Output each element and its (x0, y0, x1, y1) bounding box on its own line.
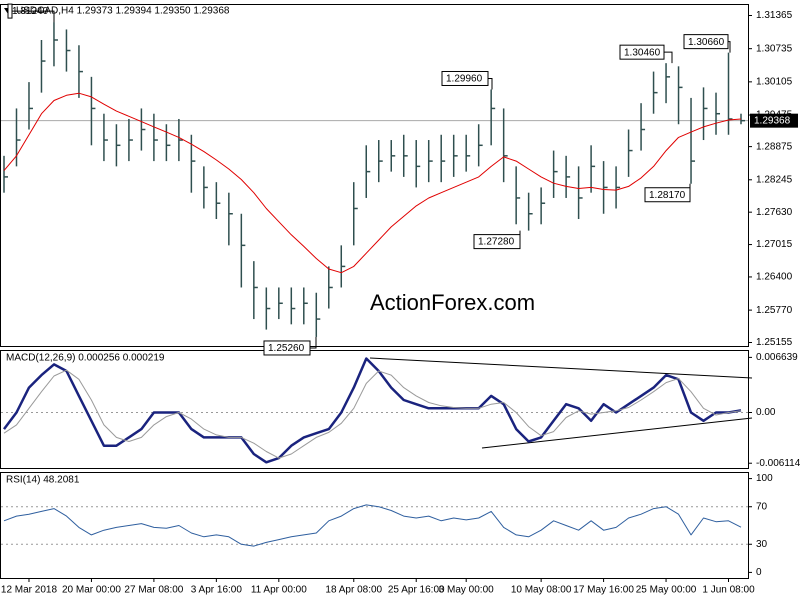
annotation-connector (310, 336, 317, 349)
y-tick-label: 1.28875 (756, 141, 793, 152)
y-tick-label: 1.30105 (756, 76, 793, 87)
x-tick-label: 12 Mar 2018 (1, 585, 58, 596)
y-tick-label: 100 (756, 473, 773, 484)
annotation-box (263, 340, 311, 356)
series-line (3, 357, 742, 464)
y-tick-label: 1.25770 (756, 305, 793, 316)
x-tick-label: 20 Mar 00:00 (62, 585, 121, 596)
annotation-label: 1.27280 (478, 237, 515, 248)
y-tick-label: 0.006639 (756, 352, 798, 363)
rsi-panel (0, 472, 749, 579)
macd-panel (0, 350, 749, 469)
y-tick-label: 1.30735 (756, 43, 793, 54)
annotation-label: 1.29960 (446, 74, 483, 85)
watermark: ActionForex.com (370, 290, 535, 315)
trend-line (369, 357, 753, 379)
y-tick-label: 1.31365 (756, 10, 793, 21)
x-tick-label: 10 May 08:00 (511, 585, 572, 596)
y-tick-label: 0 (756, 567, 762, 578)
x-tick-label: 11 Apr 00:00 (251, 585, 307, 596)
macd-title: MACD(12,26,9) 0.000256 0.000219 (6, 353, 165, 364)
last-price-label: 1.29368 (754, 115, 791, 126)
chart-title: USDCAD,H4 1.29373 1.29394 1.29350 1.2936… (16, 6, 230, 17)
annotation-box (7, 3, 13, 19)
x-tick-label: 17 May 16:00 (573, 585, 634, 596)
annotation-label: 1.28170 (649, 190, 686, 201)
x-tick-label: 18 Apr 08:00 (325, 585, 382, 596)
y-tick-label: 0.00 (756, 407, 776, 418)
annotation-box (441, 70, 489, 86)
x-tick-label: 3 Apr 16:00 (191, 585, 243, 596)
y-tick-label: 1.27015 (756, 239, 793, 250)
annotation-label: 1.30660 (688, 37, 725, 48)
annotation-box (644, 187, 691, 203)
annotation-label: 1.31240 (12, 6, 49, 17)
annotation-box (473, 234, 521, 250)
y-tick-label: 1.26400 (756, 272, 793, 283)
annotation-box (619, 44, 665, 60)
y-tick-label: 1.27630 (756, 207, 793, 218)
y-tick-label: 30 (756, 539, 768, 550)
annotation-label: 1.30460 (624, 47, 661, 58)
y-tick-label: 70 (756, 501, 768, 512)
x-tick-label: 25 May 00:00 (636, 585, 697, 596)
annotation-connector (12, 10, 55, 23)
annotation-connector (728, 41, 731, 53)
rsi-title: RSI(14) 48.2081 (6, 475, 80, 486)
x-tick-label: 27 Mar 08:00 (124, 585, 183, 596)
last-price-box (750, 113, 798, 128)
y-tick-label: 1.28245 (756, 174, 793, 185)
y-tick-label: 1.25155 (756, 337, 793, 348)
main-panel (0, 4, 749, 347)
annotation-connector (488, 77, 493, 90)
moving-average (3, 92, 742, 274)
series-line (3, 504, 742, 547)
annotation-connector (664, 51, 673, 64)
series-line (3, 369, 742, 459)
trend-line (481, 417, 753, 449)
y-tick-label: -0.006114 (756, 458, 800, 469)
annotation-label: 1.25260 (268, 343, 305, 354)
annotation-box (683, 34, 729, 50)
x-tick-label: 25 Apr 16:00 (388, 585, 445, 596)
x-tick-label: 3 May 00:00 (439, 585, 494, 596)
x-tick-label: 1 Jun 08:00 (702, 585, 755, 596)
